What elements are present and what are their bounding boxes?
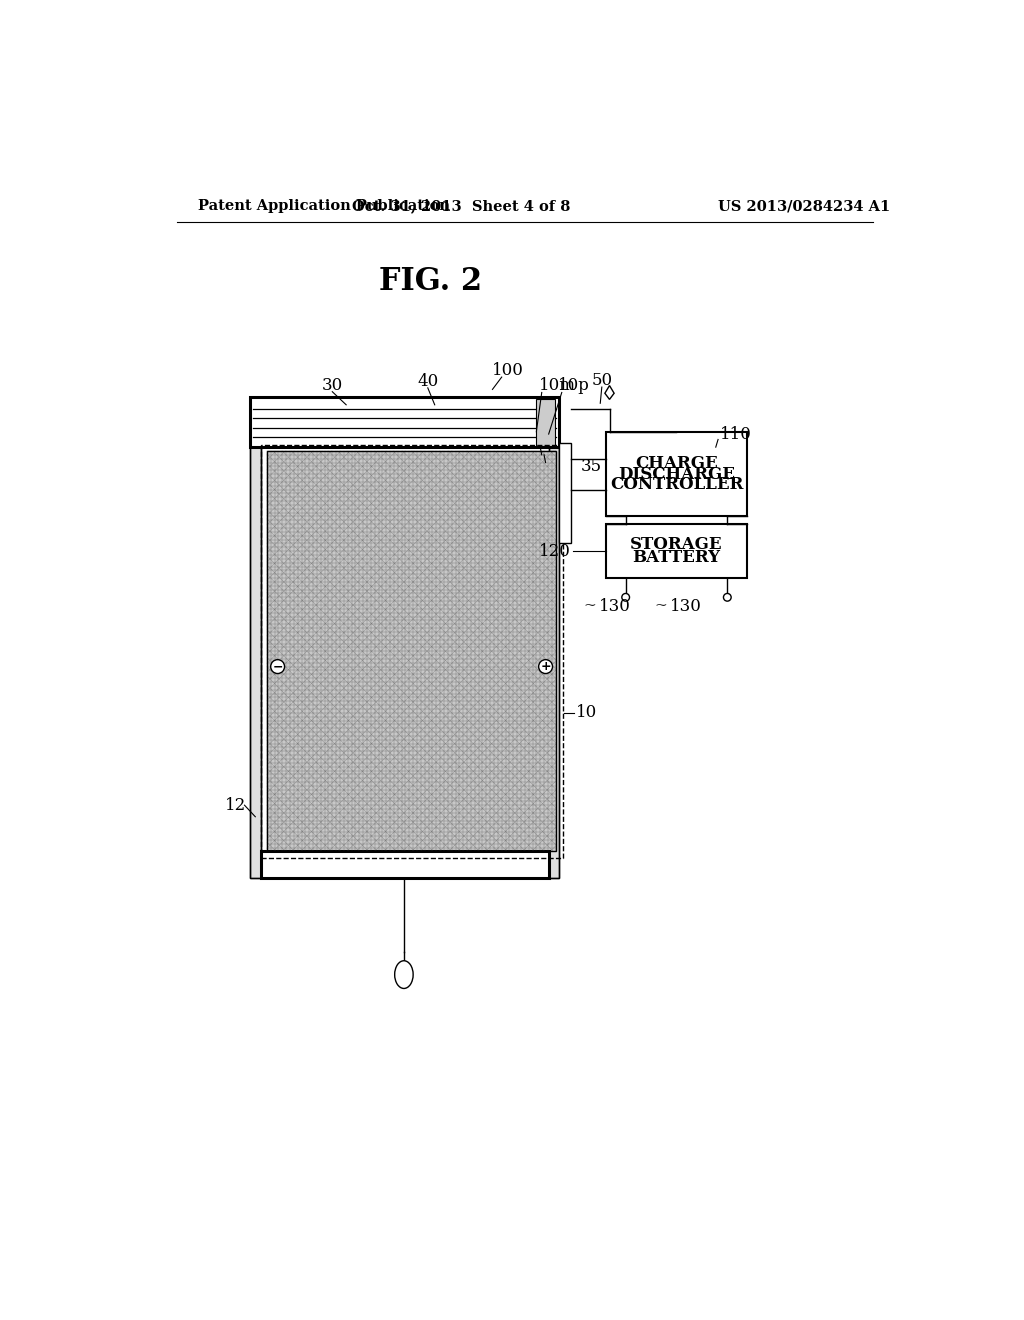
- Bar: [559, 444, 571, 544]
- Text: 130: 130: [670, 598, 701, 615]
- Circle shape: [539, 660, 553, 673]
- Text: +: +: [541, 660, 551, 673]
- Text: Patent Application Publication: Patent Application Publication: [199, 199, 451, 213]
- Bar: [267, 451, 556, 851]
- Bar: [606, 524, 746, 578]
- Text: US 2013/0284234 A1: US 2013/0284234 A1: [718, 199, 891, 213]
- Text: 30: 30: [322, 378, 343, 395]
- Text: 35: 35: [581, 458, 602, 475]
- Bar: [606, 432, 746, 516]
- Ellipse shape: [394, 961, 413, 989]
- Text: FIG. 2: FIG. 2: [379, 267, 482, 297]
- Text: 110: 110: [720, 425, 752, 442]
- Text: 50: 50: [591, 372, 612, 388]
- Text: 100: 100: [492, 363, 524, 379]
- Text: STORAGE: STORAGE: [630, 536, 723, 553]
- Text: CONTROLLER: CONTROLLER: [610, 477, 743, 494]
- Bar: [250, 397, 559, 447]
- Bar: [250, 397, 261, 878]
- Text: DISCHARGE: DISCHARGE: [618, 466, 735, 483]
- Bar: [537, 399, 555, 446]
- Polygon shape: [605, 385, 614, 400]
- Text: ~: ~: [654, 599, 668, 614]
- Bar: [250, 397, 261, 878]
- Text: 40: 40: [417, 374, 438, 391]
- Text: 12: 12: [225, 797, 247, 813]
- Text: 10: 10: [575, 705, 597, 721]
- Bar: [267, 451, 556, 851]
- Circle shape: [724, 594, 731, 601]
- Text: CHARGE: CHARGE: [635, 455, 718, 471]
- Bar: [549, 397, 559, 878]
- Bar: [549, 397, 559, 878]
- Text: Oct. 31, 2013  Sheet 4 of 8: Oct. 31, 2013 Sheet 4 of 8: [352, 199, 570, 213]
- Circle shape: [270, 660, 285, 673]
- Text: 120: 120: [539, 543, 571, 560]
- Circle shape: [622, 594, 630, 601]
- Bar: [261, 851, 549, 878]
- Bar: [261, 445, 562, 858]
- Text: −: −: [272, 660, 283, 673]
- Text: BATTERY: BATTERY: [633, 549, 721, 566]
- Text: 10p: 10p: [558, 378, 590, 395]
- Text: 130: 130: [599, 598, 631, 615]
- Text: ~: ~: [583, 599, 596, 614]
- Text: 10m: 10m: [539, 378, 575, 395]
